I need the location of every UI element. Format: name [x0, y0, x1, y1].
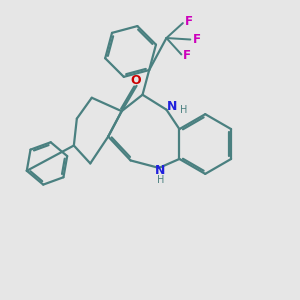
Text: F: F [193, 33, 201, 46]
Text: N: N [155, 164, 166, 177]
Text: H: H [157, 176, 164, 185]
Text: F: F [183, 49, 191, 62]
Text: H: H [180, 105, 188, 115]
Text: O: O [131, 74, 141, 87]
Text: N: N [167, 100, 178, 112]
Text: F: F [185, 15, 193, 28]
